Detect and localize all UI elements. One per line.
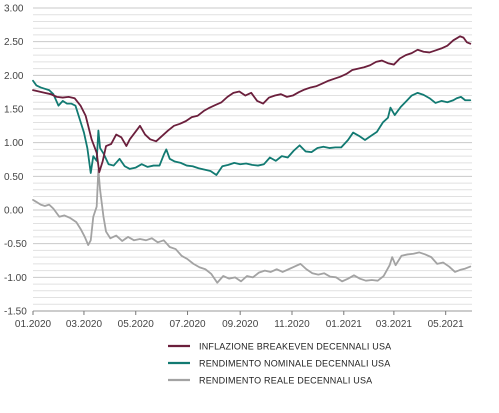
gridlines (33, 7, 472, 312)
y-tick-label: 0.00 (4, 206, 24, 217)
y-tick-label: -1.50 (4, 307, 27, 318)
x-tick-label: 05.2020 (118, 319, 155, 330)
legend-label-2: RENDIMENTO NOMINALE DECENNALI USA (199, 359, 390, 369)
legend: INFLAZIONE BREAKEVEN DECENNALI USA RENDIM… (168, 342, 391, 386)
y-tick-label: 3.00 (4, 4, 24, 15)
series-line-3 (32, 168, 472, 284)
x-tick-label: 03.2021 (376, 319, 413, 330)
legend-label-3: RENDIMENTO REALE DECENNALI USA (199, 376, 372, 386)
x-tick-label: 09.2020 (222, 319, 259, 330)
series-line-1 (32, 35, 472, 174)
y-tick-label: 1.50 (4, 105, 24, 116)
x-tick-label: 11.2020 (274, 319, 310, 330)
y-tick-label: 2.00 (4, 71, 24, 82)
y-tick-label: -0.50 (4, 239, 27, 250)
x-tick-label: 07.2020 (169, 319, 206, 330)
y-tick-label: 1.00 (4, 138, 24, 149)
x-tick-label: 05.2021 (428, 319, 465, 330)
y-tick-label: 0.50 (4, 172, 24, 183)
y-tick-label: -1.00 (4, 273, 27, 284)
x-tick-label: 01.2020 (15, 319, 52, 330)
x-tick-label: 03.2020 (66, 319, 103, 330)
x-tick-label: 01.2021 (326, 319, 363, 330)
y-tick-label: 2.50 (4, 37, 24, 48)
y-axis: 3.00 2.50 2.00 1.50 1.00 0.50 0.00 -0.50 -1.00 -1… (4, 4, 27, 318)
legend-label-1: INFLAZIONE BREAKEVEN DECENNALI USA (199, 342, 391, 352)
series-lines (32, 35, 472, 284)
series-line-2 (32, 79, 472, 176)
x-axis: 01.2020 03.2020 05.2020 07.2020 09.2020 11.20… (15, 310, 472, 330)
